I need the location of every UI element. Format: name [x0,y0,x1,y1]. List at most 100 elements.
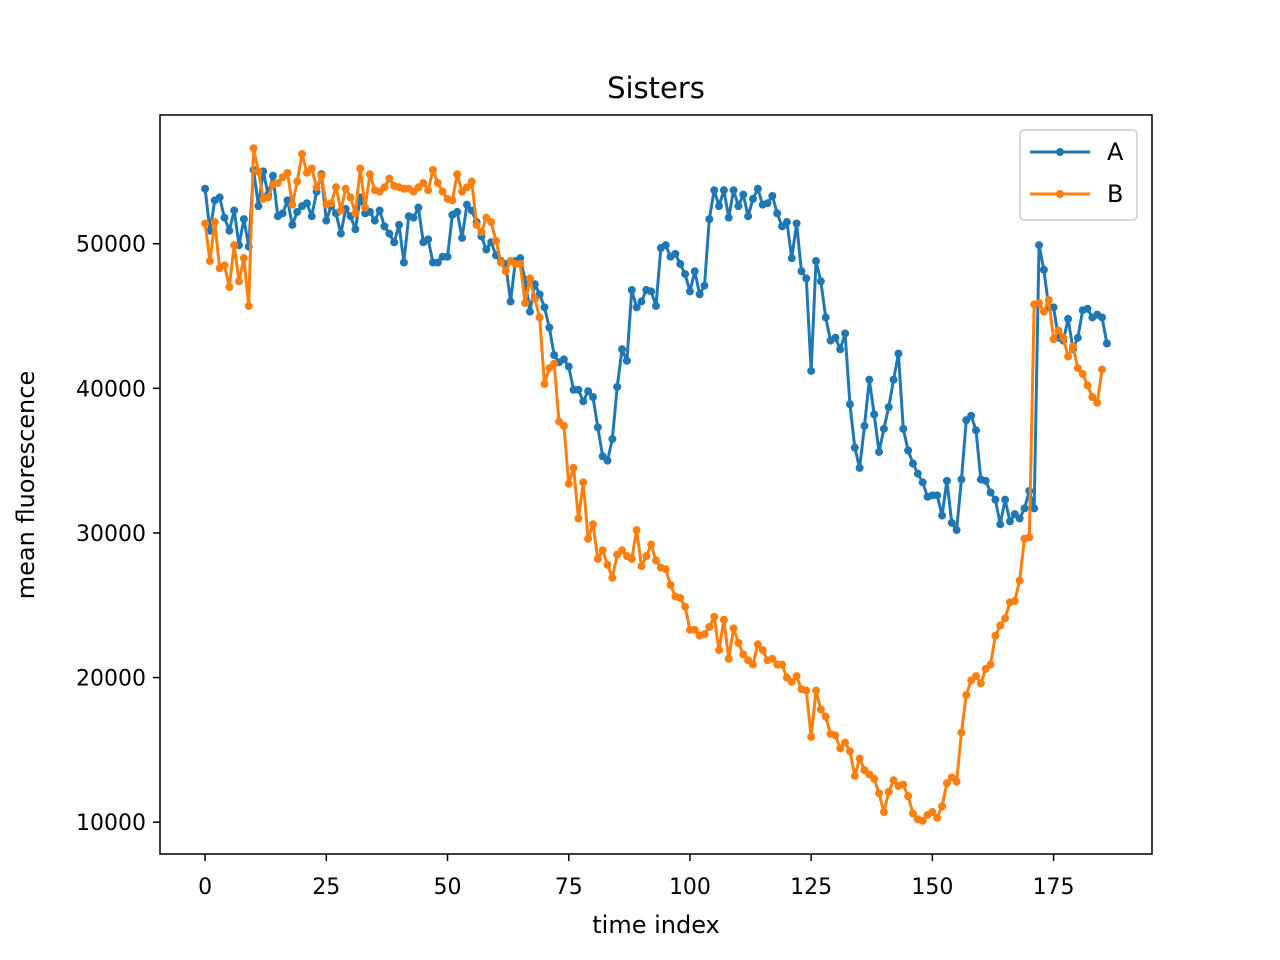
series-b-point [918,816,927,825]
series-a-point [996,520,1005,529]
series-a-point [652,301,660,310]
series-b-point [598,546,607,555]
x-tick-label: 125 [790,875,832,900]
series-a-point [424,235,433,244]
series-b-point [962,690,971,699]
series-b-point [428,165,437,174]
series-a-point [748,194,757,203]
series-a-point [458,233,467,242]
x-tick-label: 0 [198,875,212,900]
series-b-point [778,660,787,669]
series-a-point [710,186,719,195]
x-tick-label: 100 [669,875,711,900]
series-a-point [322,216,331,225]
series-b-point [841,738,850,747]
series-a-point [603,456,612,465]
series-a-point [395,220,404,229]
series-a-point [637,297,646,306]
series-a-point [918,478,927,487]
series-a-point [812,257,820,266]
series-a-point [1020,504,1029,513]
series-b-point [593,554,602,563]
plot-area-frame [159,114,1153,855]
series-a-point [385,229,394,238]
x-tick-label: 25 [312,875,340,900]
series-a-point [1005,517,1014,526]
series-b-point [986,660,995,669]
series-a-point [288,220,297,229]
series-b-point [700,630,709,639]
series-a-point [879,424,888,433]
series-b-point [802,686,811,695]
series-b-point [239,254,248,263]
series-b-point [564,479,573,488]
series-b-point [879,808,888,817]
series-a-point [787,254,796,263]
series-b-point [1015,576,1024,585]
series-b-point [637,562,646,571]
series-a-point [773,209,782,218]
series-a-point [593,423,602,432]
series-b-point [938,802,947,811]
series-b-point [327,199,336,208]
series-b-point [787,677,796,686]
series-b-point [1098,365,1107,374]
series-a-point [380,222,389,231]
series-a-point [821,313,830,322]
series-a-point [254,202,263,211]
series-a-point [574,385,583,394]
series-b-point [908,809,917,818]
legend-label-b: B [1107,180,1123,208]
series-b-point [603,560,612,569]
series-a-point [870,410,879,419]
series-b-point [293,177,302,186]
series-b-point [972,672,980,681]
series-b-point [875,789,884,798]
series-b-point [467,177,476,186]
series-a-point [763,199,772,208]
series-b-point [588,520,597,529]
series-a-point [681,270,690,279]
series-a-point [225,226,234,235]
series-b-point [205,257,214,266]
series-b-point [424,186,433,195]
series-b-point [681,602,690,611]
x-tick-label: 50 [434,875,462,900]
series-a-point [220,213,229,222]
series-a-point [744,212,753,221]
series-a-point [768,191,777,200]
series-a-point [215,193,224,202]
series-b-point [690,625,699,634]
series-a-point [1030,504,1039,513]
series-a-point [564,362,573,371]
series-a-point [540,303,549,312]
series-b-point [816,705,825,714]
series-a-point [201,184,210,193]
series-b-point [608,573,617,582]
chart-title: Sisters [607,71,705,105]
x-tick-label: 75 [555,875,583,900]
series-b-point [1073,364,1082,373]
series-a-point [399,258,408,267]
series-b-point [904,792,913,801]
series-b-point [632,526,641,535]
series-a-point [850,443,859,452]
series-a-point [608,434,617,443]
series-b-point [433,178,442,187]
series-b-point [652,556,660,565]
series-a-point [991,495,1000,504]
series-b-point [332,183,340,192]
series-a-point [845,400,854,409]
series-b-point [1044,296,1053,305]
series-b-point [1064,352,1073,361]
series-b-point [753,640,762,649]
series-b-point [336,206,345,215]
y-tick-label: 40000 [76,377,146,402]
series-b-point [1083,381,1092,390]
series-a-point [729,186,738,195]
y-tick-label: 10000 [76,811,146,836]
series-a-point [1039,265,1048,274]
series-b-point [361,203,370,212]
series-b [201,144,1107,825]
series-b-point [288,200,297,209]
